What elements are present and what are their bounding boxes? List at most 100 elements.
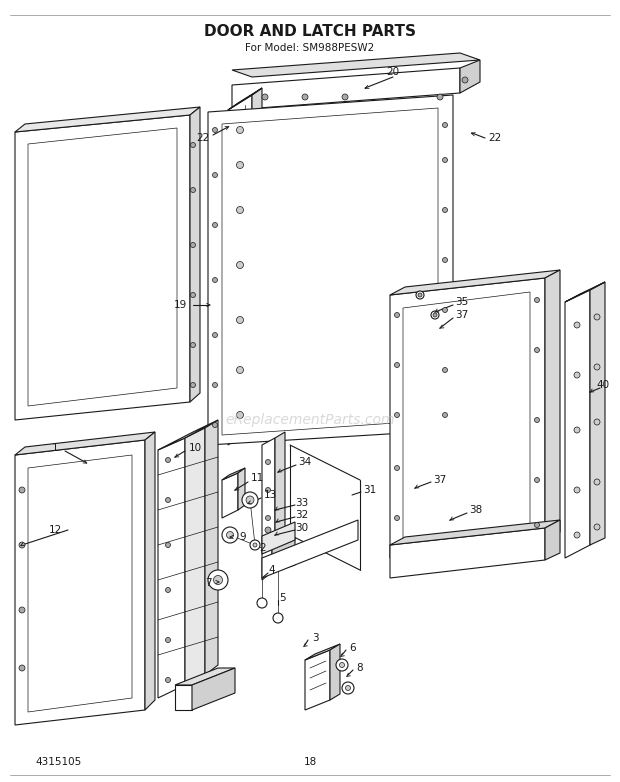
Circle shape: [246, 496, 254, 504]
Text: 20: 20: [386, 67, 399, 77]
Text: 35: 35: [455, 297, 469, 307]
Circle shape: [19, 607, 25, 613]
Circle shape: [443, 207, 448, 213]
Circle shape: [213, 173, 218, 178]
Circle shape: [265, 515, 270, 521]
Circle shape: [534, 347, 539, 353]
Polygon shape: [390, 528, 545, 578]
Text: 33: 33: [295, 498, 309, 508]
Circle shape: [574, 487, 580, 493]
Circle shape: [208, 570, 228, 590]
Polygon shape: [565, 282, 605, 302]
Polygon shape: [565, 290, 590, 558]
Polygon shape: [15, 440, 145, 725]
Polygon shape: [190, 107, 200, 402]
Polygon shape: [262, 538, 295, 552]
Circle shape: [340, 662, 345, 668]
Circle shape: [166, 587, 171, 593]
Text: 4: 4: [268, 565, 275, 575]
Text: 4315105: 4315105: [35, 757, 81, 767]
Circle shape: [574, 532, 580, 538]
Text: 38: 38: [469, 505, 482, 515]
Circle shape: [574, 427, 580, 433]
Polygon shape: [15, 107, 200, 132]
Text: eReplacementParts.com: eReplacementParts.com: [225, 413, 395, 427]
Circle shape: [236, 411, 244, 418]
Circle shape: [166, 677, 171, 683]
Text: 7: 7: [205, 578, 211, 588]
Circle shape: [534, 522, 539, 528]
Polygon shape: [175, 668, 235, 685]
Circle shape: [273, 613, 283, 623]
Polygon shape: [330, 644, 340, 700]
Polygon shape: [158, 438, 185, 698]
Circle shape: [190, 242, 195, 247]
Polygon shape: [232, 53, 480, 77]
Polygon shape: [545, 270, 560, 540]
Circle shape: [594, 314, 600, 320]
Circle shape: [19, 487, 25, 493]
Circle shape: [534, 478, 539, 482]
Circle shape: [213, 576, 223, 584]
Polygon shape: [305, 644, 340, 660]
Circle shape: [437, 94, 443, 100]
Text: 10: 10: [188, 443, 202, 453]
Circle shape: [418, 293, 422, 297]
Polygon shape: [228, 88, 262, 110]
Circle shape: [213, 127, 218, 132]
Text: 22: 22: [197, 133, 210, 143]
Text: 31: 31: [363, 485, 376, 495]
Circle shape: [190, 343, 195, 347]
Circle shape: [443, 368, 448, 372]
Polygon shape: [232, 68, 460, 110]
Text: 5: 5: [278, 593, 285, 603]
Circle shape: [416, 291, 424, 299]
Circle shape: [336, 659, 348, 671]
Text: 9: 9: [240, 532, 246, 542]
Circle shape: [236, 127, 244, 134]
Circle shape: [394, 313, 399, 317]
Polygon shape: [403, 292, 530, 545]
Polygon shape: [228, 95, 252, 445]
Text: 40: 40: [597, 380, 610, 390]
Text: 18: 18: [303, 757, 317, 767]
Circle shape: [394, 412, 399, 418]
Circle shape: [462, 77, 468, 83]
Polygon shape: [390, 270, 560, 295]
Circle shape: [213, 422, 218, 428]
Circle shape: [345, 686, 350, 691]
Text: 22: 22: [489, 133, 502, 143]
Circle shape: [342, 94, 348, 100]
Polygon shape: [590, 282, 605, 545]
Polygon shape: [262, 438, 275, 552]
Text: 30: 30: [296, 523, 309, 533]
Circle shape: [443, 123, 448, 127]
Circle shape: [236, 261, 244, 268]
Polygon shape: [272, 538, 295, 572]
Circle shape: [166, 543, 171, 547]
Polygon shape: [192, 668, 235, 710]
Text: 19: 19: [174, 300, 187, 310]
Polygon shape: [238, 468, 245, 510]
Polygon shape: [145, 432, 155, 710]
Text: 13: 13: [264, 490, 277, 500]
Text: 6: 6: [350, 643, 356, 653]
Text: 8: 8: [356, 663, 363, 673]
Circle shape: [594, 479, 600, 485]
Circle shape: [443, 157, 448, 163]
Text: 37: 37: [455, 310, 469, 320]
Polygon shape: [262, 522, 295, 554]
Circle shape: [257, 598, 267, 608]
Polygon shape: [175, 685, 192, 710]
Circle shape: [265, 527, 271, 533]
Polygon shape: [390, 278, 545, 558]
Circle shape: [226, 532, 234, 539]
Circle shape: [253, 543, 257, 547]
Polygon shape: [208, 95, 453, 445]
Polygon shape: [15, 115, 190, 420]
Polygon shape: [185, 428, 205, 685]
Polygon shape: [460, 60, 480, 93]
Circle shape: [394, 363, 399, 368]
Circle shape: [265, 460, 270, 465]
Polygon shape: [262, 520, 358, 578]
